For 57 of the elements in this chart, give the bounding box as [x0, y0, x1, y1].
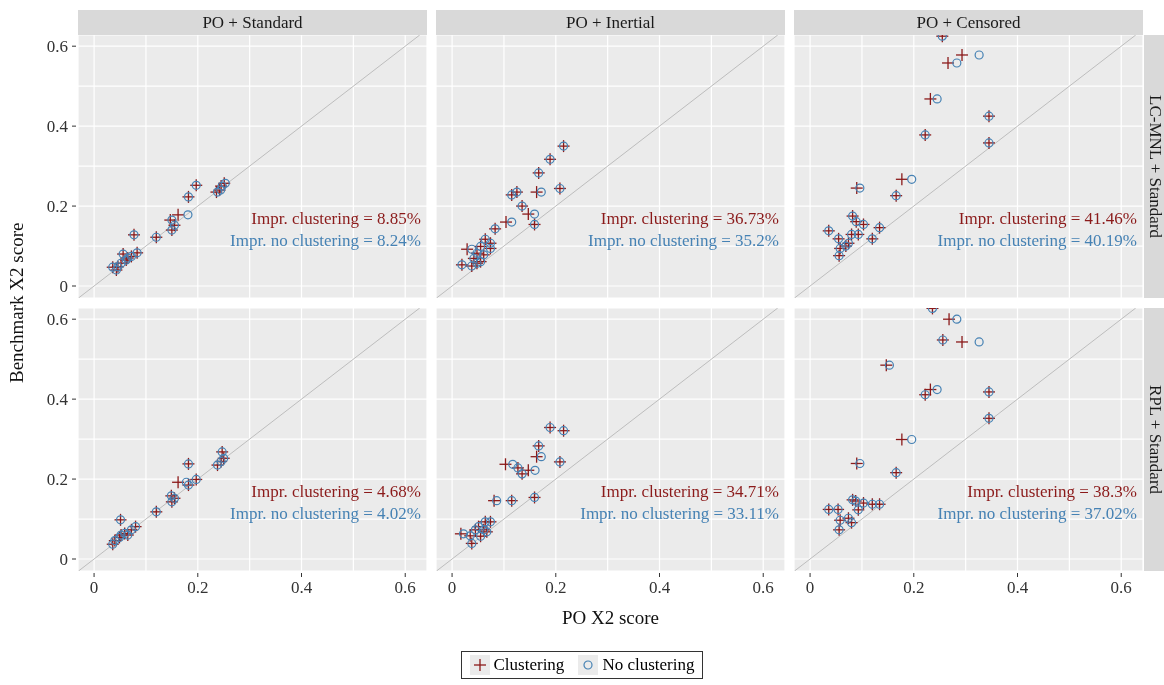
x-axis-title: PO X2 score: [560, 607, 661, 629]
annotation: Impr. clustering = 41.46%: [957, 209, 1137, 229]
chart-title: PO + Inertial: [436, 10, 785, 35]
point: [974, 337, 984, 347]
y2-axis-title: LC-MNL + Standard: [1144, 35, 1164, 298]
x-tick-label: 0.2: [545, 578, 567, 597]
point: [974, 50, 984, 60]
x-tick-label: 0: [447, 578, 457, 597]
x-tick-label: 0.2: [187, 578, 209, 597]
point: [508, 459, 518, 469]
y-tick-label: 0.2: [46, 470, 68, 490]
legend-label: Clustering: [493, 655, 565, 675]
y-tick-label: 0.6: [46, 310, 68, 330]
y-tick-label: 0.6: [46, 37, 68, 57]
point: [855, 458, 865, 469]
x-tick-label: 0: [89, 578, 99, 597]
annotation: Impr. clustering = 36.73%: [599, 209, 779, 229]
annotation: Impr. no clustering = 37.02%: [936, 504, 1137, 524]
y-tick-label: 0: [59, 550, 68, 570]
point: [855, 183, 865, 193]
y-tick-label: 0.4: [46, 390, 69, 410]
point: [458, 529, 469, 539]
x-tick-label: 0.6: [752, 578, 774, 597]
y-tick-label: 0.2: [46, 197, 68, 217]
y-tick-label: 0.4: [46, 117, 69, 137]
chart-title: PO + Censored: [794, 10, 1143, 35]
annotation: Impr. clustering = 8.85%: [250, 209, 421, 229]
x-tick-label: 0.4: [648, 578, 671, 597]
legend-label: No clustering: [602, 655, 695, 675]
annotation: Impr. no clustering = 40.19%: [936, 231, 1137, 251]
x-tick-label: 0.6: [394, 578, 416, 597]
point: [884, 360, 895, 370]
y-tick-label: 0: [59, 277, 68, 297]
point: [536, 187, 546, 197]
point: [907, 434, 917, 445]
x-tick-label: 0.6: [1110, 578, 1132, 597]
y-axis-title: Benchmark X2 score: [6, 221, 28, 386]
chart-title: PO + Standard: [78, 10, 427, 35]
annotation: Impr. clustering = 38.3%: [966, 482, 1137, 502]
annotation: Impr. clustering = 4.68%: [250, 482, 421, 502]
annotation: Impr. clustering = 34.71%: [599, 482, 779, 502]
x-tick-label: 0.4: [290, 578, 313, 597]
annotation: Impr. no clustering = 8.24%: [229, 231, 421, 251]
point: [183, 210, 193, 220]
annotation: Impr. no clustering = 4.02%: [229, 504, 421, 524]
x-tick-label: 0: [805, 578, 815, 597]
point: [907, 174, 917, 184]
point: [952, 314, 962, 324]
x-tick-label: 0.2: [903, 578, 925, 597]
point: [507, 217, 517, 227]
annotation: Impr. no clustering = 35.2%: [587, 231, 779, 251]
point: [932, 94, 942, 104]
y2-axis-title: RPL + Standard: [1144, 308, 1164, 571]
point: [492, 496, 502, 506]
x-tick-label: 0.4: [1006, 578, 1029, 597]
annotation: Impr. no clustering = 33.11%: [579, 504, 779, 524]
point: [952, 58, 962, 68]
